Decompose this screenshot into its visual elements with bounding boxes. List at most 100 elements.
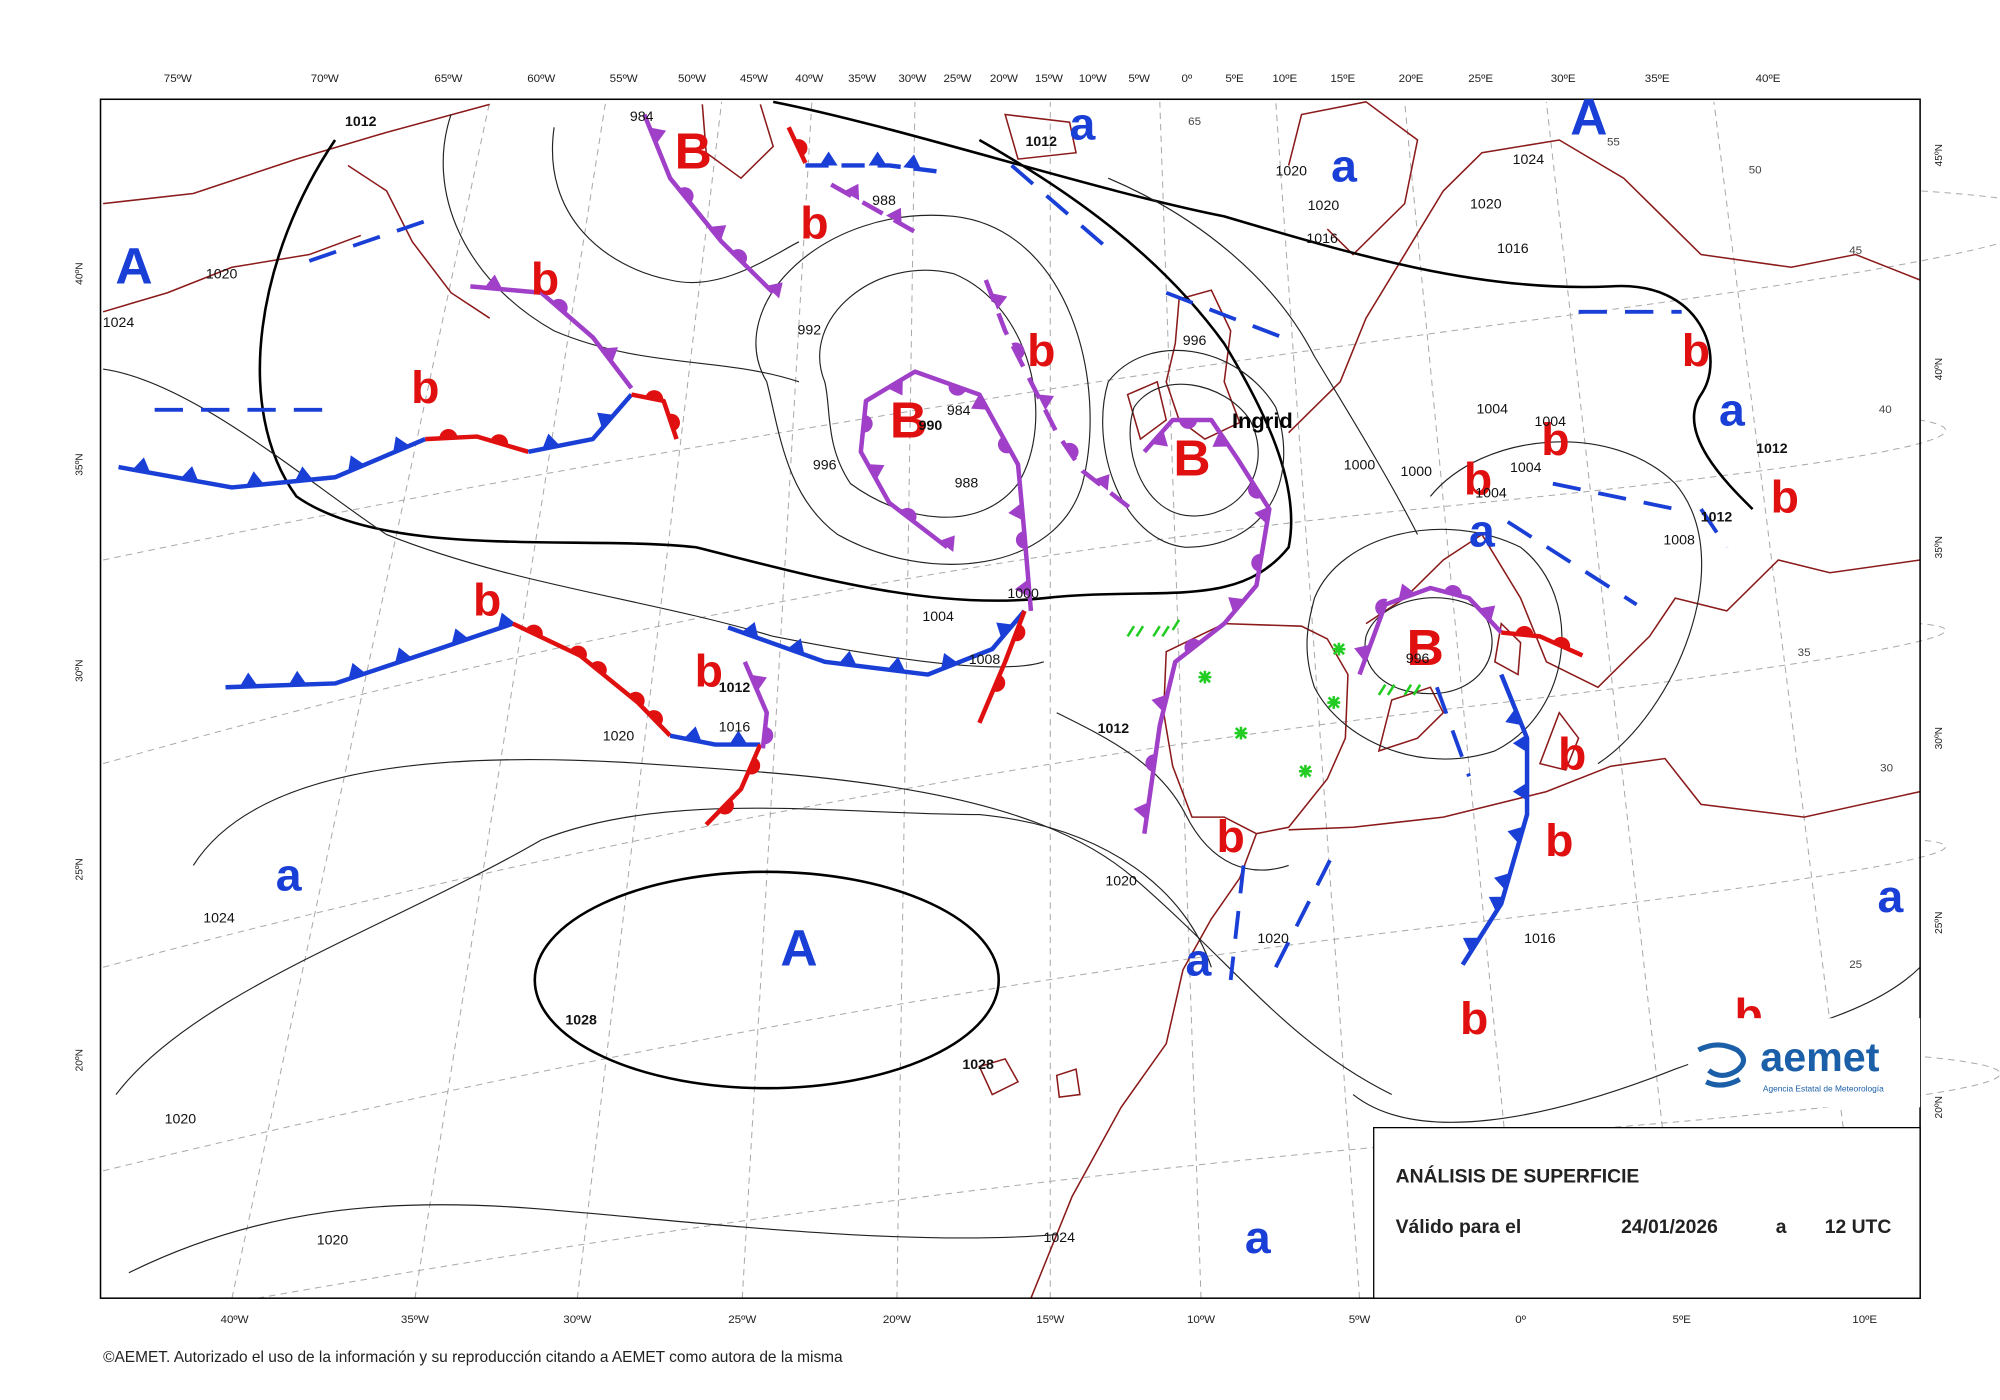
front-triangle — [819, 151, 838, 166]
front-triangle — [348, 662, 366, 679]
low-center: B — [1407, 619, 1444, 676]
isobar-label: 1020 — [1105, 873, 1137, 889]
front-line — [805, 163, 942, 175]
weather-symbols — [1126, 619, 1422, 778]
top-lon-label: 15ºE — [1330, 73, 1355, 85]
top-lon-label: 45ºW — [740, 73, 768, 85]
trough-line — [1506, 520, 1638, 607]
front-line — [511, 621, 672, 738]
front-semicircle — [525, 624, 543, 638]
front-triangle — [1512, 782, 1528, 801]
front-semicircle — [1552, 636, 1571, 650]
front-triangle — [1014, 579, 1030, 597]
front-triangle — [393, 436, 410, 453]
relative-low: b — [1682, 324, 1710, 376]
front-triangle — [348, 455, 365, 472]
relative-high: a — [1070, 98, 1096, 150]
isobar-label: 984 — [630, 108, 654, 124]
high-center: A — [1570, 89, 1607, 146]
top-lon-label: 15ºW — [1035, 73, 1063, 85]
isobar-label: 1016 — [1497, 240, 1529, 256]
top-lon-label: 40ºW — [795, 73, 823, 85]
relative-high: a — [1719, 384, 1745, 436]
front-triangle — [990, 293, 1008, 310]
relative-low: b — [1545, 814, 1573, 866]
isobar-label: 1020 — [165, 1111, 197, 1127]
front-semicircle — [948, 383, 967, 396]
front-semicircle — [992, 674, 1006, 692]
trough-line — [308, 217, 433, 263]
isobar-label: 1028 — [565, 1012, 597, 1028]
isobar-label: 1008 — [969, 651, 1001, 667]
front-semicircle — [1179, 420, 1198, 429]
isobar-label: 1012 — [1756, 440, 1788, 456]
front-semicircle — [731, 249, 748, 265]
relative-low: b — [1460, 992, 1488, 1044]
inner-lat-label: 25 — [1849, 959, 1862, 971]
isobar-label: 1020 — [1257, 930, 1289, 946]
front-triangle — [887, 378, 903, 396]
front-triangle — [1151, 430, 1168, 447]
front-semicircle — [763, 726, 774, 745]
high-center: A — [780, 920, 817, 977]
isobar-label: 1016 — [1306, 230, 1338, 246]
trough-line — [1165, 290, 1283, 340]
relative-high: a — [1469, 505, 1495, 557]
front-semicircle — [590, 661, 607, 676]
left-lat-label: 35ºN — [75, 453, 86, 475]
labels: 75ºW 70ºW 65ºW 60ºW 55ºW 50ºW 45ºW 40ºW 35ºW 30ºW… — [75, 73, 1946, 1326]
isobar-label: 1000 — [1344, 457, 1376, 473]
bottom-lon-label: 10ºW — [1187, 1314, 1215, 1326]
front-triangle — [246, 471, 265, 487]
trough-line — [1552, 481, 1676, 511]
front-triangle — [132, 457, 151, 473]
top-lon-label: 20ºE — [1399, 73, 1424, 85]
isobar-label: 1024 — [203, 910, 235, 926]
isobar-label: 1004 — [1475, 485, 1507, 501]
right-lat-label: 40ºN — [1934, 358, 1945, 380]
top-lon-label: 20ºW — [990, 73, 1018, 85]
front-semicircle — [1251, 553, 1262, 572]
front-triangle — [1228, 597, 1245, 613]
front-triangle — [1133, 802, 1149, 820]
front-triangle — [542, 433, 560, 450]
front-line — [118, 437, 427, 490]
front-semicircle — [551, 298, 568, 314]
front-semicircle — [900, 507, 917, 523]
front-triangle — [741, 622, 759, 639]
isobar-label: 1004 — [922, 608, 954, 624]
front-triangle — [1254, 506, 1270, 524]
top-lon-label: 30ºE — [1551, 73, 1576, 85]
isobar-label: 1024 — [103, 314, 135, 330]
front-semicircle — [1184, 638, 1201, 654]
logo-bg — [1688, 1018, 1921, 1108]
front-triangle — [1512, 734, 1528, 753]
top-lon-label: 70ºW — [311, 73, 339, 85]
front-semicircle — [997, 436, 1012, 454]
front-semicircle — [718, 799, 734, 815]
isobar-label: 1020 — [317, 1232, 349, 1248]
isobar-label: 1024 — [1044, 1229, 1076, 1245]
trough-line — [1274, 851, 1336, 969]
front-triangle — [239, 672, 258, 687]
front-triangle — [729, 730, 748, 745]
isobar-label: 1004 — [1510, 459, 1542, 475]
inner-lat-label: 40 — [1879, 404, 1892, 416]
isobar-label: 1012 — [1025, 133, 1057, 149]
trough-line — [1010, 164, 1116, 256]
bottom-lon-label: 15ºW — [1036, 1314, 1064, 1326]
front-triangle — [451, 628, 469, 645]
info-time: 12 UTC — [1825, 1217, 1892, 1238]
isobar-label: 1020 — [1275, 163, 1307, 179]
front-semicircle — [678, 187, 694, 204]
front-line — [1460, 673, 1530, 966]
front-semicircle — [490, 434, 509, 446]
isobar-label: 1012 — [1098, 720, 1130, 736]
relative-low: b — [1027, 324, 1055, 376]
relative-low: b — [1771, 471, 1799, 523]
isobar-label: 996 — [1183, 332, 1207, 348]
front-triangle — [1212, 431, 1230, 447]
front-semicircle — [862, 414, 873, 433]
isobar-label: 1016 — [719, 719, 751, 735]
